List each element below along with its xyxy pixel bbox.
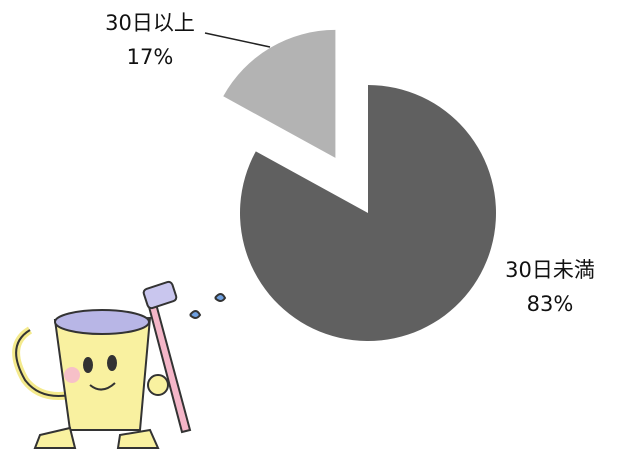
category-label: 30日未満	[490, 253, 610, 287]
mascot	[16, 281, 225, 448]
category-label: 30日以上	[99, 6, 202, 40]
leader-line	[205, 33, 270, 47]
pie-slice	[223, 30, 335, 158]
slice-label: 30日以上 17%	[90, 6, 210, 74]
slice-label: 30日未満 83%	[490, 253, 610, 321]
value-label: 83%	[490, 287, 610, 321]
value-label: 17%	[90, 40, 210, 74]
page: 30日以上 17% 30日未満 83%	[0, 0, 623, 458]
